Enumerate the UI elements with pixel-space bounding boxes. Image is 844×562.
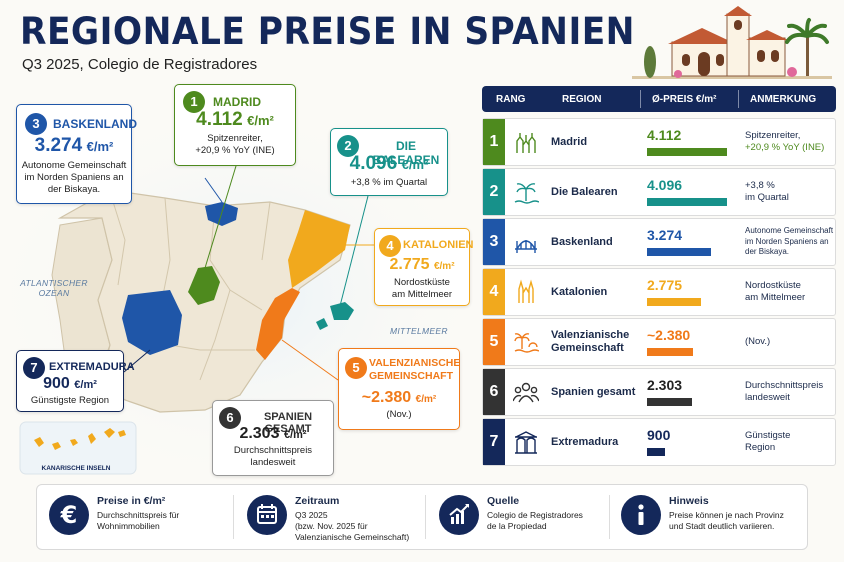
- sagrada-familia-icon: [518, 279, 534, 303]
- callout-madrid: 1 MADRID 4.112 €/m² Spitzenreiter, +20,9…: [174, 84, 296, 166]
- table-row: 6 Spanien gesamt 2.303 Durchschnittspreis la…: [482, 368, 836, 416]
- bridge-icon: [515, 240, 537, 253]
- price-bar: [647, 398, 692, 406]
- euro-icon: €: [49, 495, 89, 535]
- rank-badge: 7: [483, 419, 505, 465]
- palm-sea-icon: [514, 333, 539, 353]
- people-icon: [513, 382, 539, 403]
- table-row: 1 Madrid 4.112 Spitzenreiter, +20,9 % YoY (I…: [482, 118, 836, 166]
- callout-extremadura: 7 EXTREMADURA 900 €/m² Günstigste Region: [16, 350, 135, 412]
- row-note: (Nov.): [745, 336, 771, 347]
- price-value: 2.303: [647, 377, 683, 393]
- price-value: 4.112: [647, 127, 682, 143]
- spanish-villa-illustration: [632, 6, 832, 79]
- region-name: Spanien gesamt: [551, 385, 636, 398]
- price-value: 4.096: [647, 177, 683, 193]
- table-row: 7 Extremadura 900 Günstigste Region: [482, 418, 836, 466]
- price-bar: [647, 248, 711, 256]
- katalonien-region: [288, 210, 350, 288]
- region-name: Madrid: [551, 135, 588, 148]
- valenzia-region: [256, 288, 300, 360]
- calendar-icon: [247, 495, 287, 535]
- row-note: Autonome Gemeinschaft im Norden Spaniens …: [745, 226, 834, 257]
- cathedral-icon: [516, 133, 536, 153]
- rank-badge: 1: [483, 119, 505, 165]
- price-value: ~2.380: [647, 327, 691, 343]
- price-value: 3.274: [647, 227, 683, 243]
- price-bar: [647, 148, 727, 156]
- rank-badge: 5: [483, 319, 505, 365]
- callout-balearen: 2 DIE BALEAREN 4.096 €/m² +3,8 % im Quar…: [330, 128, 448, 196]
- rank-badge: 4: [483, 269, 505, 315]
- page-title: REGIONALE PREISE IN SPANIEN: [20, 10, 635, 53]
- info-icon: [621, 495, 661, 535]
- header-region: REGION: [562, 94, 602, 105]
- price-bar: [647, 448, 665, 456]
- table-row: 2 Die Balearen 4.096 +3,8 % im Quartal: [482, 168, 836, 216]
- svg-text:€: €: [60, 501, 78, 529]
- row-note: Nordostküste am Mittelmeer: [745, 280, 806, 303]
- price-bar: [647, 198, 727, 206]
- row-note: Günstigste Region: [745, 430, 791, 453]
- header-note: ANMERKUNG: [750, 94, 817, 105]
- callout-spanien-gesamt: 6 SPANIEN GESAMT 2.303 €/m² Durchschnitt…: [212, 400, 334, 476]
- price-bar: [647, 348, 693, 356]
- rank-badge: 6: [483, 369, 505, 415]
- region-name: Extremadura: [551, 435, 619, 448]
- callout-katalonien: 4 KATALONIEN 2.775 €/m² Nordostküste am …: [374, 228, 473, 306]
- price-bar: [647, 298, 701, 306]
- region-name: Baskenland: [551, 235, 613, 248]
- row-note: Spitzenreiter, +20,9 % YoY (INE): [745, 130, 825, 153]
- region-name: Valenzianische Gemeinschaft: [551, 329, 630, 354]
- canary-islands: [34, 428, 126, 450]
- header-rang: RANG: [496, 94, 526, 105]
- canary-label: KANARISCHE INSELN: [41, 465, 111, 472]
- row-note: +3,8 % im Quartal: [745, 180, 789, 203]
- mediterranean-label: MITTELMEER: [390, 326, 448, 336]
- table-row: 4 Katalonien 2.775 Nordostküste am Mittelmee…: [482, 268, 836, 316]
- footer-info: € Preise in €/m² Durchschnittspreis für W…: [36, 484, 808, 550]
- page-subtitle: Q3 2025, Colegio de Registradores: [22, 56, 258, 73]
- table-header: RANG REGION Ø-PREIS €/m² ANMERKUNG: [482, 86, 836, 112]
- table-row: 3 Baskenland 3.274 Autonome Gemeinschaft im …: [482, 218, 836, 266]
- header-price: Ø-PREIS €/m²: [652, 94, 717, 105]
- callout-valenzia: 5 VALENZIANISCHE GEMEINSCHAFT ~2.380 €/m…: [338, 348, 460, 430]
- extremadura-region: [122, 290, 182, 355]
- roman-arch-icon: [515, 431, 537, 454]
- chart-growth-icon: [439, 495, 479, 535]
- callout-baskenland: 3 BASKENLAND 3.274 €/m² Autonome Gemeins…: [16, 104, 137, 204]
- rank-badge: 2: [483, 169, 505, 215]
- region-name: Katalonien: [551, 285, 608, 298]
- price-value: 2.775: [647, 277, 683, 293]
- rank-badge: 3: [483, 219, 505, 265]
- table-row: 5 Valenzianische Gemeinschaft ~2.380 (Nov.): [482, 318, 836, 366]
- palm-icon: [514, 183, 539, 204]
- atlantic-label: ATLANTISCHER OZEAN: [20, 278, 88, 298]
- row-note: Durchschnittspreis landesweit: [745, 380, 824, 403]
- madrid-region: [188, 266, 220, 305]
- price-value: 900: [647, 427, 671, 443]
- balearen-region: [316, 302, 354, 330]
- region-name: Die Balearen: [551, 185, 618, 198]
